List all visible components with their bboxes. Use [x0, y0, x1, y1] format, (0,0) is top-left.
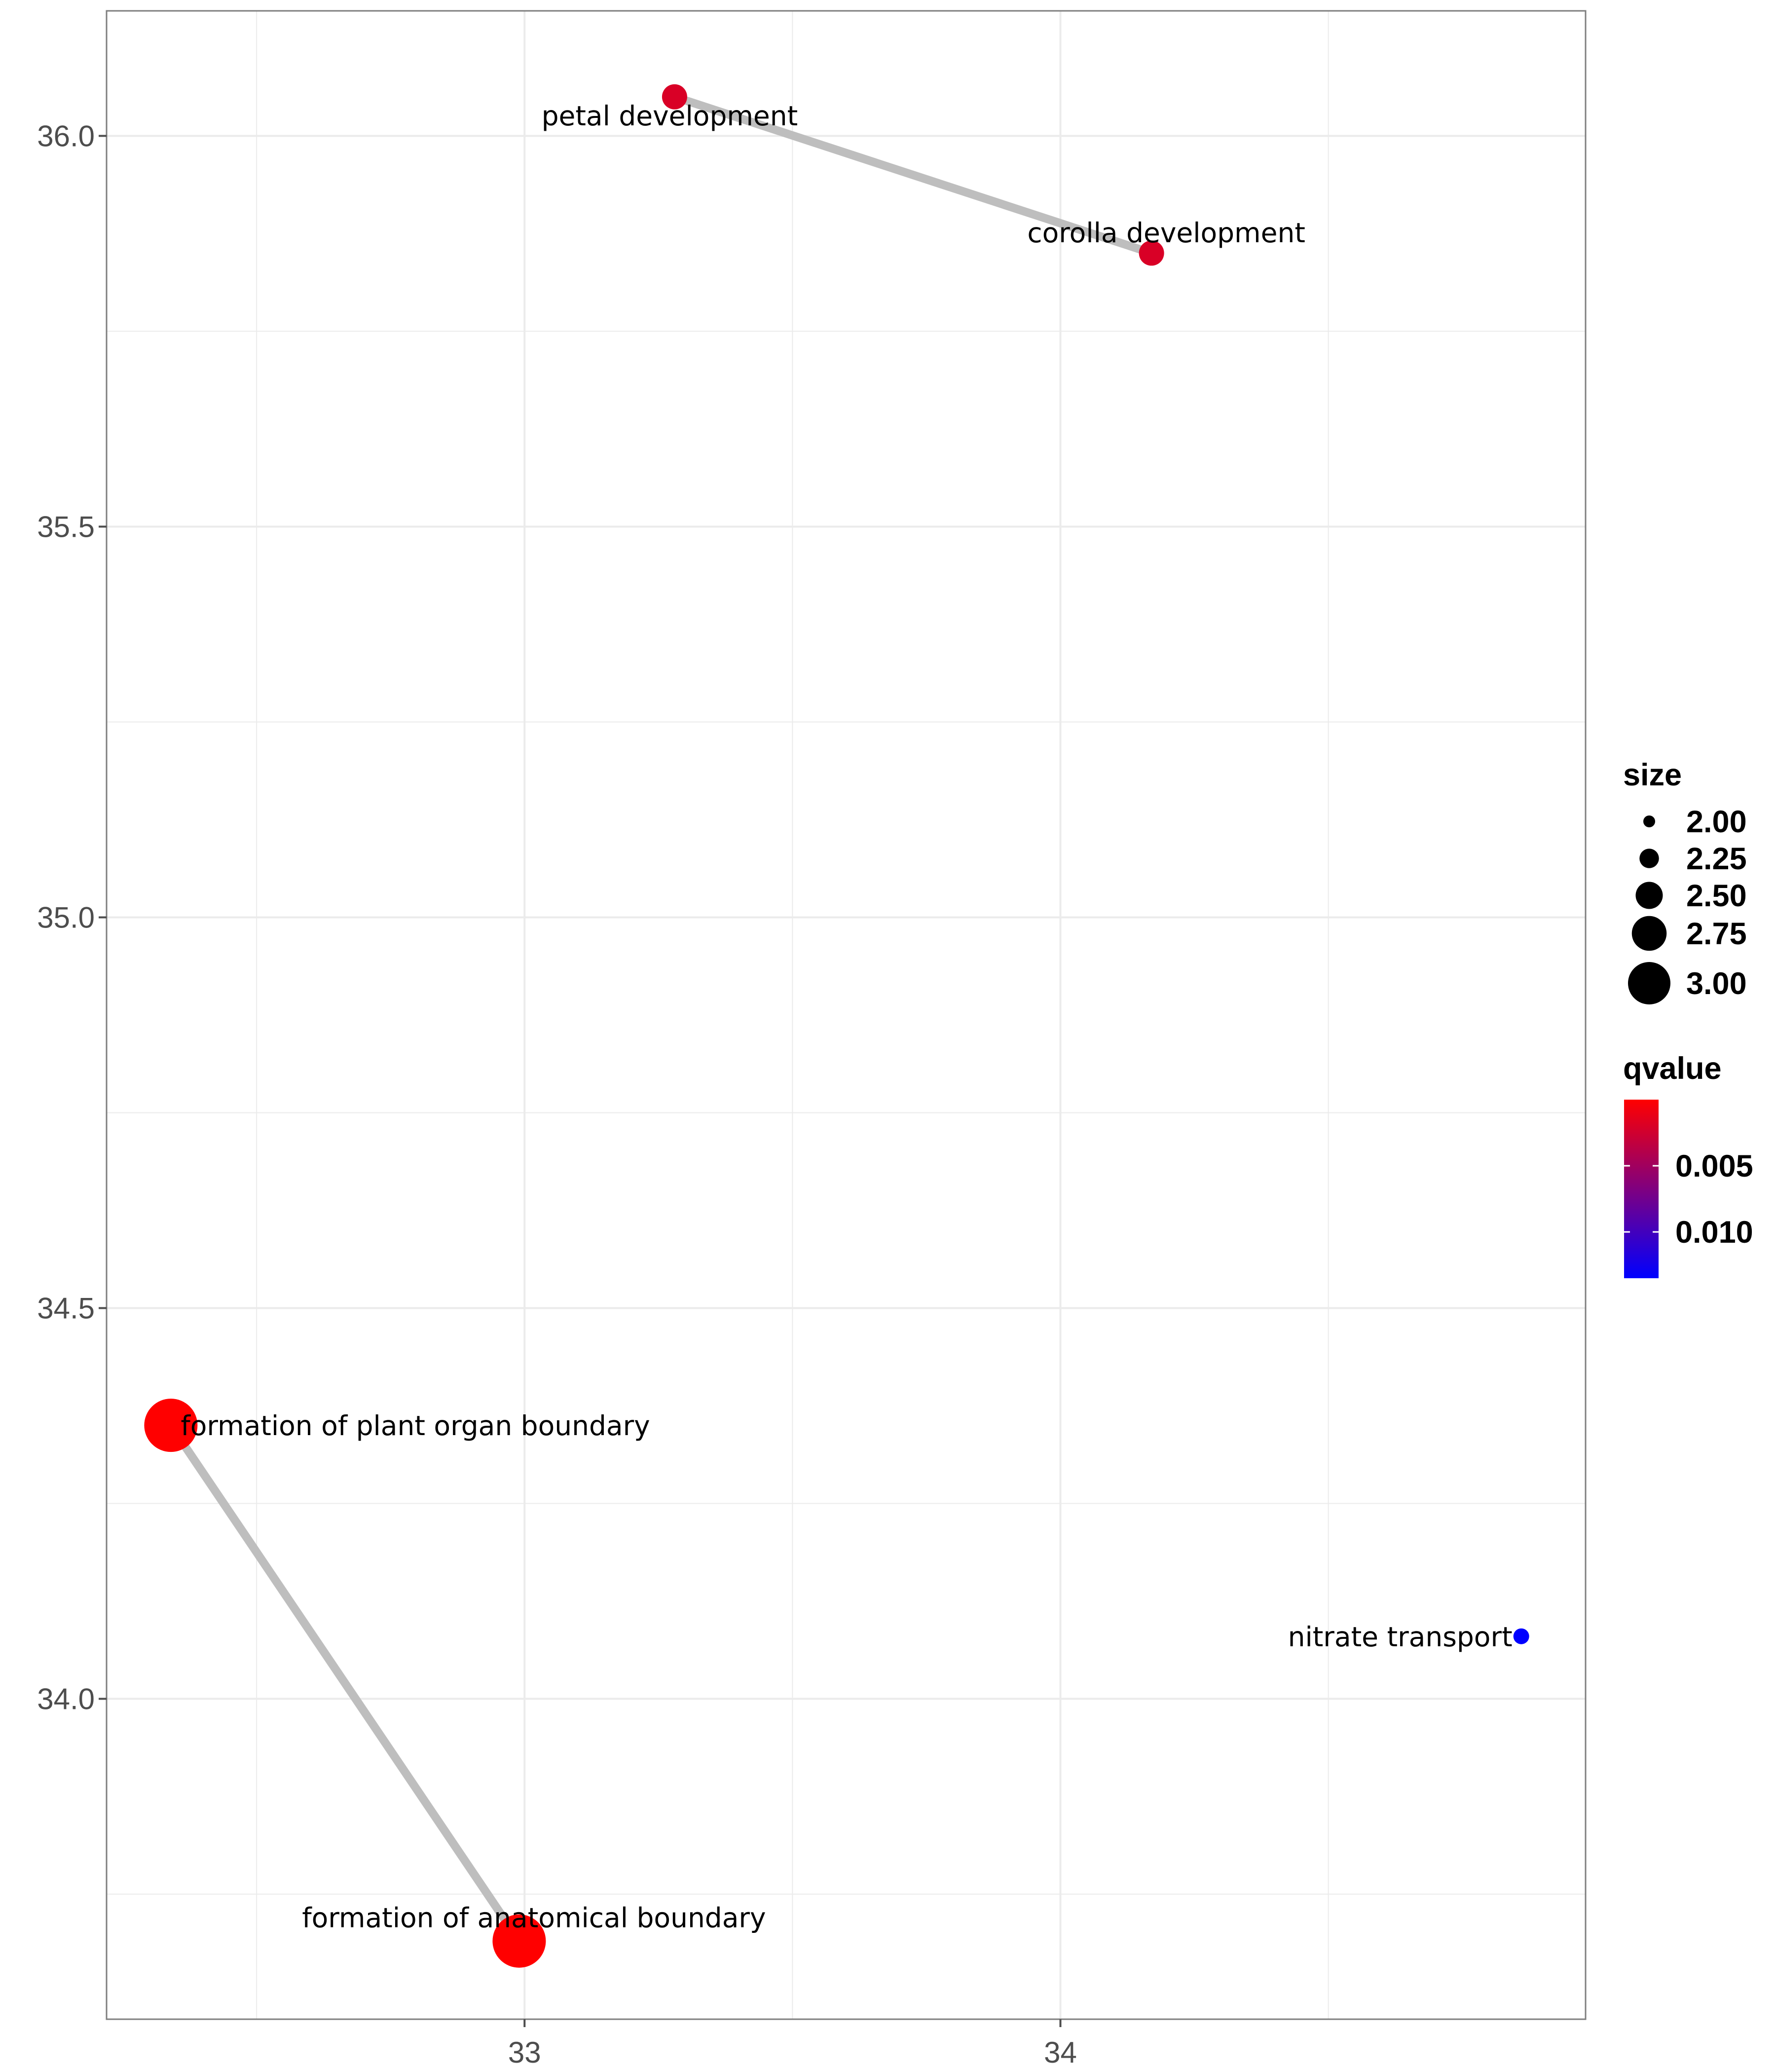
panel-border: [106, 10, 1587, 2020]
edges: [167, 93, 1153, 1944]
size-legend: size 2.002.252.50 2.75 3.00: [1623, 758, 1747, 1004]
size-legend-label: 2.25: [1686, 842, 1747, 876]
size-legend-label: 3.00: [1686, 966, 1747, 1001]
data-point: [144, 1399, 198, 1452]
qvalue-legend: qvalue 0.005 0.010: [1623, 1051, 1753, 1278]
point-label: formation of plant organ boundary: [181, 1410, 650, 1442]
y-tick-label: 34.0: [37, 1683, 95, 1716]
edge-line: [167, 1423, 523, 1944]
grid-minor: [107, 11, 1586, 2019]
y-tick-label: 35.0: [37, 901, 95, 934]
size-legend-title: size: [1623, 758, 1682, 792]
data-point: [1139, 240, 1164, 266]
point-label: formation of anatomical boundary: [302, 1902, 766, 1934]
size-legend-key: [1639, 849, 1659, 868]
y-tick-label: 36.0: [37, 119, 95, 152]
data-point: [492, 1914, 546, 1968]
points: [144, 84, 1529, 1968]
edge-line: [673, 93, 1153, 258]
point-label: nitrate transport: [1288, 1621, 1513, 1653]
plot-panel: petal development corolla development form…: [106, 10, 1587, 2020]
x-tick-label: 33: [508, 2036, 541, 2069]
data-point: [1513, 1628, 1529, 1644]
size-legend-label: 2.00: [1686, 805, 1747, 839]
x-axis: 33 34: [508, 2019, 1077, 2069]
point-labels: petal development corolla development form…: [181, 100, 1512, 1933]
qvalue-legend-title: qvalue: [1623, 1051, 1722, 1086]
qvalue-tick-label: 0.005: [1675, 1149, 1753, 1184]
size-legend-key: [1643, 815, 1655, 827]
qvalue-tick-label: 0.010: [1675, 1215, 1753, 1250]
y-tick-label: 34.5: [37, 1292, 95, 1325]
point-label: petal development: [542, 100, 798, 132]
size-legend-key: [1631, 916, 1667, 951]
qvalue-colorbar: [1624, 1100, 1659, 1278]
size-legend-key: [1635, 882, 1663, 909]
y-tick-label: 35.5: [37, 510, 95, 543]
point-label: corolla development: [1027, 217, 1305, 249]
data-point: [662, 84, 687, 110]
y-axis: 34.0 34.5 35.0 35.5 36.0: [37, 119, 107, 1716]
x-tick-label: 34: [1044, 2036, 1077, 2069]
size-legend-label: 2.50: [1686, 879, 1747, 913]
size-legend-key: [1628, 962, 1670, 1004]
size-legend-label: 2.75: [1686, 917, 1747, 951]
